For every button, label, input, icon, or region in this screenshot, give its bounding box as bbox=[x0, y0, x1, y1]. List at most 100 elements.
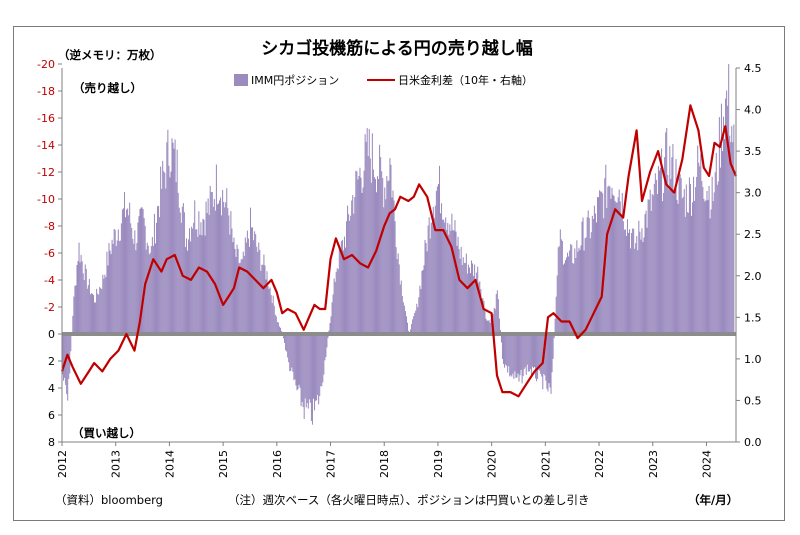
imm-bar bbox=[157, 206, 159, 334]
imm-bar bbox=[665, 132, 667, 334]
imm-bar bbox=[331, 302, 333, 334]
imm-bar bbox=[639, 231, 641, 334]
imm-bar bbox=[438, 165, 441, 334]
imm-bar bbox=[569, 250, 571, 334]
imm-bar bbox=[126, 209, 128, 334]
imm-bar bbox=[365, 141, 367, 334]
imm-bar bbox=[74, 285, 76, 334]
left-tick-label: -8 bbox=[44, 220, 55, 233]
imm-bar bbox=[497, 299, 499, 334]
imm-bar bbox=[243, 255, 245, 334]
imm-bar bbox=[340, 241, 342, 334]
imm-bar bbox=[674, 189, 676, 334]
imm-bar bbox=[159, 217, 161, 334]
imm-bar bbox=[548, 334, 550, 384]
imm-bar bbox=[285, 334, 287, 351]
imm-bar bbox=[539, 334, 541, 371]
left-axis-unit-label: （逆メモリ：万枚） bbox=[58, 48, 162, 62]
imm-bar bbox=[140, 207, 142, 334]
imm-bar bbox=[305, 334, 307, 408]
imm-bar bbox=[600, 191, 602, 334]
x-tick-label: 2024 bbox=[700, 450, 713, 478]
x-tick-label: 2018 bbox=[378, 450, 391, 478]
imm-bar bbox=[130, 223, 132, 334]
imm-bar bbox=[279, 327, 281, 334]
imm-bar bbox=[519, 334, 521, 376]
imm-bar bbox=[152, 245, 154, 334]
imm-bar bbox=[580, 245, 582, 334]
left-tick-label: -14 bbox=[37, 139, 55, 152]
imm-bar bbox=[676, 199, 678, 334]
imm-bar bbox=[464, 263, 466, 334]
imm-bar bbox=[104, 274, 106, 334]
imm-bar bbox=[453, 230, 455, 334]
x-tick-label: 2023 bbox=[647, 450, 660, 478]
imm-bar bbox=[664, 157, 666, 334]
imm-bar bbox=[106, 251, 108, 334]
imm-bar bbox=[164, 172, 166, 334]
imm-bar bbox=[413, 316, 415, 334]
imm-bar bbox=[91, 293, 93, 334]
imm-bar bbox=[529, 334, 531, 370]
imm-bar bbox=[568, 256, 570, 334]
imm-bar bbox=[160, 166, 162, 334]
imm-bar bbox=[286, 334, 288, 352]
imm-bar bbox=[455, 231, 457, 334]
imm-bar bbox=[523, 334, 525, 370]
imm-bar bbox=[432, 206, 434, 334]
buy-annotation: （買い越し） bbox=[72, 426, 141, 440]
imm-bar bbox=[387, 181, 389, 334]
imm-bar bbox=[635, 243, 637, 334]
imm-bar bbox=[180, 222, 182, 334]
imm-bar bbox=[179, 212, 181, 334]
imm-bar bbox=[172, 142, 174, 334]
imm-bar bbox=[184, 247, 186, 334]
imm-bar bbox=[667, 174, 669, 334]
imm-bar bbox=[496, 290, 498, 334]
imm-bar bbox=[197, 236, 199, 334]
imm-bar bbox=[354, 197, 356, 334]
imm-bar bbox=[537, 334, 539, 379]
imm-bar bbox=[541, 334, 543, 377]
imm-bar bbox=[381, 171, 383, 334]
imm-bar bbox=[540, 334, 542, 375]
imm-bar bbox=[731, 126, 733, 334]
imm-bar bbox=[63, 334, 65, 381]
legend-label-imm: IMM円ポジション bbox=[251, 74, 339, 87]
imm-bar bbox=[335, 271, 337, 334]
imm-bar bbox=[720, 103, 722, 335]
imm-bar bbox=[186, 250, 189, 334]
imm-bar bbox=[616, 202, 618, 334]
imm-bar bbox=[196, 229, 198, 334]
imm-bar bbox=[336, 268, 338, 334]
imm-bar bbox=[609, 186, 611, 334]
imm-bar bbox=[237, 248, 239, 334]
x-tick-label: 2019 bbox=[432, 450, 445, 478]
imm-bar bbox=[478, 282, 480, 334]
imm-bar bbox=[445, 217, 447, 334]
imm-bar bbox=[487, 320, 489, 334]
imm-bar bbox=[659, 167, 662, 334]
imm-bar bbox=[142, 209, 144, 334]
imm-bar bbox=[680, 178, 682, 334]
imm-bar bbox=[114, 229, 116, 334]
left-tick-label: -20 bbox=[37, 58, 55, 71]
imm-bar bbox=[512, 334, 514, 374]
imm-bar bbox=[694, 200, 696, 334]
imm-bar bbox=[234, 248, 236, 334]
imm-bar bbox=[547, 334, 549, 392]
imm-bar bbox=[402, 302, 404, 334]
imm-bar bbox=[713, 192, 715, 334]
imm-bar bbox=[697, 145, 699, 334]
imm-bar bbox=[297, 334, 299, 390]
imm-bar bbox=[380, 157, 382, 334]
imm-bar bbox=[510, 334, 512, 376]
imm-bar bbox=[596, 197, 599, 334]
imm-bar bbox=[238, 263, 240, 334]
imm-bar bbox=[416, 303, 418, 334]
imm-bar bbox=[652, 195, 654, 334]
imm-bar bbox=[465, 253, 467, 334]
imm-bar bbox=[200, 222, 202, 334]
imm-bar bbox=[429, 238, 431, 334]
imm-bar bbox=[474, 264, 476, 334]
